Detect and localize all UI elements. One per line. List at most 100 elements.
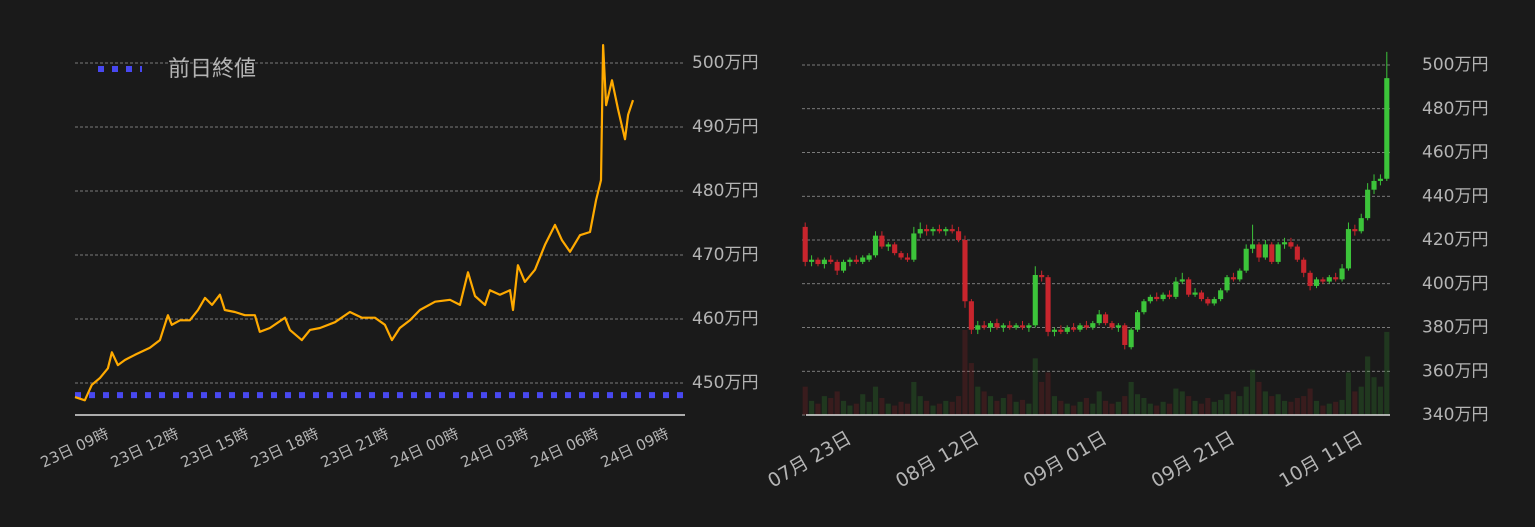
candle-body: [1294, 246, 1300, 260]
volume-bar: [1173, 388, 1179, 415]
x-tick-label: 24日 03時: [458, 424, 532, 471]
x-tick-label: 07月 23日: [764, 427, 855, 492]
volume-bar: [1326, 403, 1332, 415]
volume-bar: [936, 403, 942, 415]
candle-body: [917, 229, 923, 234]
y-tick-label: 340万円: [1422, 405, 1488, 425]
x-tick-label: 23日 09時: [38, 424, 112, 471]
volume-bar: [1166, 403, 1173, 415]
volume-bar: [1083, 398, 1089, 415]
candle-body: [879, 235, 885, 247]
x-tick-label: 23日 21時: [318, 424, 392, 471]
volume-bar: [1160, 401, 1166, 415]
volume-bar: [943, 400, 949, 415]
volume-bar: [1051, 396, 1058, 415]
candle-body: [904, 257, 911, 260]
candle-body: [924, 229, 930, 232]
candle-body: [1333, 277, 1339, 280]
candle-body: [1058, 329, 1064, 332]
candle-body: [1032, 275, 1038, 326]
volume-bar: [1064, 403, 1070, 415]
candle-body: [1301, 259, 1307, 273]
y-tick-label: 480万円: [692, 181, 758, 201]
candle-body: [1224, 277, 1230, 291]
candle-body: [1173, 281, 1179, 297]
y-tick-label: 490万円: [692, 117, 758, 137]
volume-bar: [994, 400, 1000, 415]
x-tick-label: 09月 21日: [1148, 427, 1239, 492]
legend-label: 前日終値: [168, 57, 256, 82]
volume-bar: [1307, 388, 1313, 415]
volume-bar: [1262, 391, 1268, 415]
y-tick-label: 380万円: [1422, 318, 1488, 338]
y-tick-label: 500万円: [1422, 55, 1488, 75]
candle-body: [1205, 299, 1211, 304]
volume-bar: [840, 400, 847, 415]
volume-bar: [1218, 399, 1224, 415]
candle-body: [1077, 325, 1083, 330]
volume-bar: [1122, 396, 1128, 415]
candle-body: [821, 259, 827, 265]
volume-bar: [1090, 403, 1096, 415]
volume-bar: [802, 386, 808, 415]
candle-body: [802, 226, 808, 262]
volume-bar: [1205, 398, 1211, 415]
candle-body: [1090, 323, 1096, 328]
y-tick-label: 460万円: [692, 309, 758, 329]
candle-body: [981, 325, 987, 328]
volume-bar: [1237, 396, 1243, 415]
candle-body: [1096, 314, 1102, 324]
candle-body: [1019, 325, 1026, 328]
candle-body: [1365, 189, 1371, 219]
x-tick-label: 23日 18時: [248, 424, 322, 471]
candle-body: [1160, 294, 1166, 300]
candle-body: [1013, 325, 1019, 328]
volume-bar: [815, 403, 821, 415]
volume-bar: [968, 363, 974, 415]
volume-bar: [911, 381, 917, 415]
volume-bar: [962, 330, 968, 415]
y-tick-label: 480万円: [1422, 99, 1488, 119]
candle-body: [936, 229, 942, 232]
volume-bar: [917, 396, 923, 415]
volume-bar: [1071, 405, 1077, 415]
candle-body: [1141, 301, 1147, 313]
volume-bar: [1032, 358, 1038, 415]
volume-bar: [1294, 398, 1300, 415]
volume-bar: [1358, 386, 1364, 415]
volume-bar: [981, 391, 987, 415]
volume-bar: [975, 386, 981, 415]
volume-bar: [924, 400, 930, 415]
volume-bar: [1007, 394, 1013, 415]
volume-bar: [1243, 386, 1249, 415]
volume-bar: [828, 398, 834, 415]
candle-body: [1039, 275, 1045, 278]
volume-bar: [1384, 331, 1390, 415]
candle-body: [1237, 270, 1243, 280]
candle-body: [1262, 244, 1268, 258]
candle-body: [1307, 272, 1313, 286]
volume-bar: [949, 401, 955, 415]
candle-body: [815, 259, 821, 265]
candle-body: [1109, 323, 1115, 328]
candle-body: [1358, 218, 1364, 232]
volume-bar: [872, 386, 879, 415]
price-line: [74, 44, 635, 402]
candle-body: [892, 244, 898, 254]
candle-body: [1122, 325, 1128, 346]
y-tick-label: 500万円: [692, 53, 758, 73]
candle-body: [1083, 325, 1089, 328]
volume-bar: [1377, 386, 1383, 415]
candle-body: [1313, 279, 1320, 286]
volume-bar: [853, 403, 859, 415]
volume-bar: [885, 403, 891, 415]
candle-body: [994, 323, 1000, 328]
candle-body: [866, 255, 872, 260]
candle-body: [1007, 325, 1013, 328]
candle-body: [1269, 244, 1275, 262]
volume-bar: [1192, 400, 1198, 415]
x-tick-label: 23日 15時: [178, 424, 252, 471]
candle-body: [1192, 292, 1198, 295]
volume-bar: [847, 405, 853, 415]
candle-body: [1275, 244, 1281, 262]
